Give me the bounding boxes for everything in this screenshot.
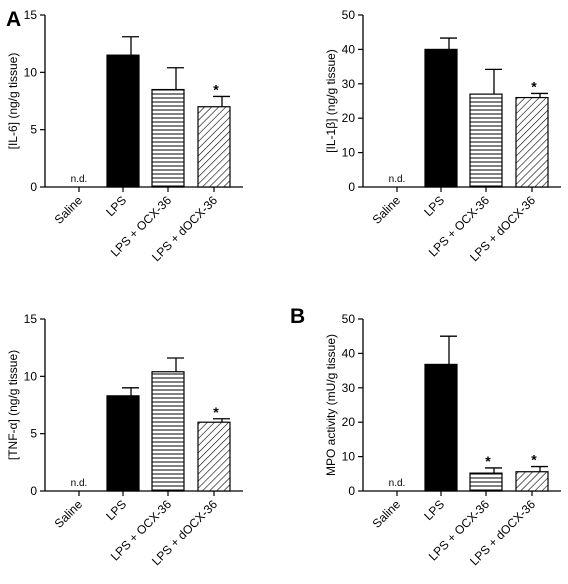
bar-lps-docx-36 (197, 106, 231, 188)
chart-panel-1: A 0 5 10 15 [IL-6] (ng/g tissue) n.d. Saline LPS… (6, 8, 243, 264)
x-category-label: LPS (421, 193, 447, 219)
chart-panel-2: 0 10 20 30 40 50 [IL-1β] (ng/g tissue) n.d. Sali… (324, 8, 561, 264)
x-category-label: Saline (52, 497, 86, 531)
y-tick-label: 0 (30, 180, 37, 194)
significance-marker: * (213, 81, 219, 97)
not-detected-label: n.d. (389, 174, 406, 185)
x-category-label: Saline (52, 193, 86, 227)
x-category-label: Saline (370, 497, 404, 531)
not-detected-label: n.d. (71, 174, 88, 185)
chart-panel-3: 0 5 10 15 [TNF-α] (ng/g tissue) n.d. Saline LPS… (6, 312, 243, 568)
y-axis-label: [TNF-α] (ng/g tissue) (6, 350, 20, 460)
bar-lps-docx-36 (515, 96, 549, 188)
y-tick-label: 15 (24, 312, 38, 326)
bar-lps (424, 363, 458, 492)
y-tick-label: 30 (342, 77, 356, 91)
not-detected-label: n.d. (71, 478, 88, 489)
bar-lps (106, 54, 140, 188)
significance-marker: * (531, 452, 537, 468)
not-detected-label: n.d. (389, 478, 406, 489)
x-category-label: Saline (370, 193, 404, 227)
bar-lps-ocx-36 (151, 371, 185, 492)
bar-lps-ocx-36 (469, 93, 503, 188)
bar-lps (106, 395, 140, 492)
y-tick-label: 15 (24, 8, 38, 22)
y-tick-label: 50 (342, 8, 356, 22)
y-axis-label: [IL-1β] (ng/g tissue) (324, 49, 338, 153)
bar-lps-docx-36 (197, 421, 231, 492)
y-axis-label: MPO activity (mU/g tissue) (324, 334, 338, 476)
y-tick-label: 30 (342, 381, 356, 395)
significance-marker: * (213, 404, 219, 420)
x-category-label: LPS (421, 497, 447, 523)
y-tick-label: 10 (24, 369, 38, 383)
bar-lps (424, 48, 458, 188)
y-axis-label: [IL-6] (ng/g tissue) (6, 53, 20, 150)
significance-marker: * (531, 78, 537, 94)
x-category-label: LPS (103, 497, 129, 523)
y-tick-label: 0 (30, 484, 37, 498)
bar-lps-docx-36 (515, 471, 549, 492)
y-tick-label: 20 (342, 415, 356, 429)
significance-marker: * (485, 453, 491, 469)
panel-letter: B (290, 305, 305, 328)
y-tick-label: 10 (24, 65, 38, 79)
y-tick-label: 50 (342, 312, 356, 326)
bar-lps-ocx-36 (469, 472, 503, 492)
y-tick-label: 10 (342, 450, 356, 464)
y-tick-label: 5 (30, 427, 37, 441)
chart-panel-4: B 0 10 20 30 40 50 MPO activity (mU/g tissue) n.… (290, 305, 561, 568)
panels: A 0 5 10 15 [IL-6] (ng/g tissue) n.d. Saline LPS… (6, 8, 561, 568)
y-tick-label: 40 (342, 42, 356, 56)
x-category-label: LPS (103, 193, 129, 219)
y-tick-label: 0 (348, 180, 355, 194)
y-tick-label: 20 (342, 111, 356, 125)
y-tick-label: 0 (348, 484, 355, 498)
y-tick-label: 40 (342, 346, 356, 360)
y-tick-label: 5 (30, 123, 37, 137)
bar-lps-ocx-36 (151, 88, 185, 188)
y-tick-label: 10 (342, 146, 356, 160)
panel-letter: A (6, 8, 21, 31)
